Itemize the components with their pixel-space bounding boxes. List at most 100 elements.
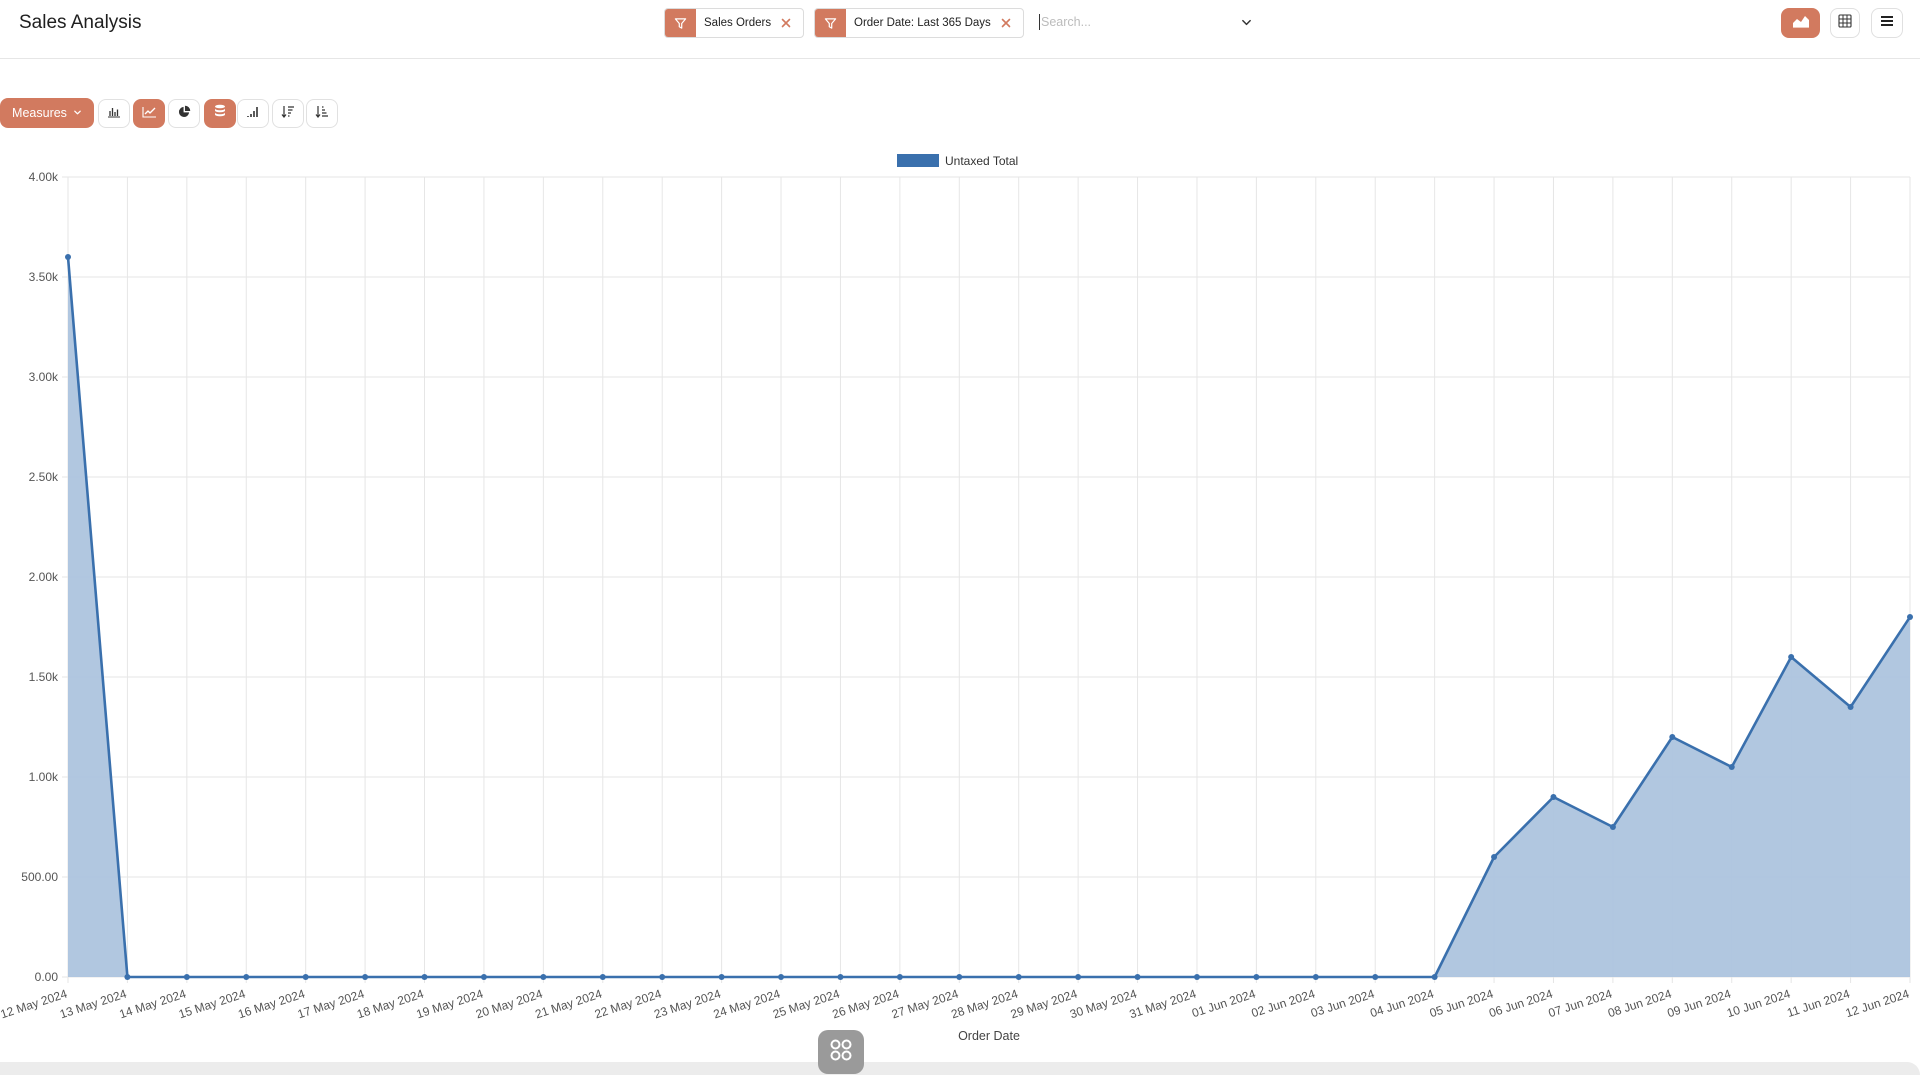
cumulative-button[interactable]: [237, 99, 269, 128]
close-icon[interactable]: [779, 16, 793, 30]
list-view-button[interactable]: [1871, 8, 1903, 38]
data-point: [778, 974, 785, 980]
graph-area: 0.00 500.00 1.00k 1.50k 2.00k 2.50k 3.00k 3.50k…: [0, 140, 1920, 1045]
y-tick-label: 3.00k: [29, 370, 59, 384]
x-tick-label: 16 May 2024: [236, 986, 307, 1021]
y-tick-label: 1.50k: [29, 670, 59, 684]
data-point: [124, 974, 131, 980]
x-tick-label: 28 May 2024: [949, 986, 1020, 1021]
data-point: [659, 974, 666, 980]
data-point: [896, 974, 903, 980]
sort-descending-icon: [281, 105, 295, 123]
data-point: [540, 974, 547, 980]
facet-label: Order Date: Last 365 Days: [854, 17, 991, 29]
legend-swatch: [897, 154, 939, 167]
area-chart-icon: [1792, 14, 1810, 33]
data-point: [1253, 974, 1260, 980]
x-tick-label: 26 May 2024: [830, 986, 901, 1021]
x-tick-label: 12 Jun 2024: [1844, 986, 1911, 1020]
pie-chart-button[interactable]: [168, 99, 200, 128]
data-point: [65, 254, 71, 260]
legend-label: Untaxed Total: [945, 154, 1018, 168]
x-tick-label: 24 May 2024: [712, 986, 783, 1021]
ascending-button[interactable]: [306, 99, 338, 128]
database-icon: [214, 104, 226, 123]
data-point: [1431, 974, 1438, 980]
x-tick-label: 03 Jun 2024: [1309, 986, 1376, 1020]
data-point: [362, 974, 369, 980]
facet-sales-orders[interactable]: Sales Orders: [664, 8, 805, 38]
bar-chart-button[interactable]: [98, 99, 130, 128]
graph-view-button[interactable]: [1781, 8, 1820, 38]
filter-icon: [665, 9, 696, 37]
y-tick-label: 4.00k: [29, 170, 59, 184]
x-tick-label: 23 May 2024: [652, 986, 723, 1021]
data-point: [1907, 614, 1913, 620]
x-tick-label: 15 May 2024: [177, 986, 248, 1021]
x-tick-label: 22 May 2024: [593, 986, 664, 1021]
data-point: [1728, 764, 1735, 770]
data-point: [1015, 974, 1022, 980]
area-chart: 0.00 500.00 1.00k 1.50k 2.00k 2.50k 3.00k 3.50k…: [0, 154, 1913, 1043]
data-point: [599, 974, 606, 980]
data-point: [1075, 974, 1082, 980]
x-tick-label: 05 Jun 2024: [1428, 986, 1495, 1020]
data-point: [1312, 974, 1319, 980]
x-tick-label: 11 Jun 2024: [1785, 986, 1852, 1020]
bar-chart-icon: [107, 105, 121, 123]
signal-bars-icon: [246, 105, 260, 123]
x-tick-label: 31 May 2024: [1128, 986, 1199, 1021]
y-tick-label: 1.00k: [29, 770, 59, 784]
list-icon: [1880, 14, 1894, 32]
pivot-view-button[interactable]: [1830, 8, 1860, 38]
measures-label: Measures: [12, 106, 67, 120]
data-point: [243, 974, 250, 980]
close-icon[interactable]: [999, 16, 1013, 30]
data-point: [1134, 974, 1141, 980]
x-tick-label: 14 May 2024: [117, 986, 188, 1021]
x-tick-label: 07 Jun 2024: [1547, 986, 1614, 1020]
facet-label: Sales Orders: [704, 17, 772, 29]
series-area: [68, 257, 1910, 977]
stacked-button[interactable]: [204, 99, 236, 128]
sort-ascending-icon: [315, 105, 329, 123]
x-tick-label: 20 May 2024: [474, 986, 545, 1021]
x-tick-label: 13 May 2024: [58, 986, 129, 1021]
chevron-down-icon[interactable]: [1236, 12, 1256, 32]
app-launcher-button[interactable]: [818, 1030, 864, 1074]
x-tick-label: 19 May 2024: [415, 986, 486, 1021]
x-tick-label: 18 May 2024: [355, 986, 426, 1021]
y-tick-label: 500.00: [21, 870, 58, 884]
filter-icon: [815, 9, 846, 37]
line-chart-button[interactable]: [133, 99, 165, 128]
data-point: [183, 974, 190, 980]
x-axis-label: Order Date: [958, 1029, 1020, 1040]
table-icon: [1838, 13, 1852, 33]
measures-button[interactable]: Measures: [0, 98, 94, 128]
x-tick-label: 17 May 2024: [296, 986, 367, 1021]
data-point: [480, 974, 487, 980]
y-tick-label: 3.50k: [29, 270, 59, 284]
x-tick-label: 08 Jun 2024: [1606, 986, 1673, 1020]
control-panel: Sales Analysis Sales Orders Order Date: …: [0, 0, 1920, 59]
x-tick-label: 29 May 2024: [1009, 986, 1080, 1021]
x-tick-label: 02 Jun 2024: [1250, 986, 1317, 1020]
data-point: [1609, 824, 1616, 830]
x-tick-label: 30 May 2024: [1068, 986, 1139, 1021]
descending-button[interactable]: [272, 99, 304, 128]
data-point: [1372, 974, 1379, 980]
data-point: [1550, 794, 1557, 800]
data-point: [1491, 854, 1498, 860]
data-point: [837, 974, 844, 980]
y-tick-label: 2.50k: [29, 470, 59, 484]
bottom-panel: [0, 1062, 1920, 1075]
y-tick-label: 0.00: [35, 970, 59, 984]
apps-icon: [829, 1038, 853, 1067]
data-point: [302, 974, 309, 980]
search-input[interactable]: [1039, 10, 1239, 34]
x-tick-label: 01 Jun 2024: [1190, 986, 1257, 1020]
x-tick-label: 10 Jun 2024: [1725, 986, 1792, 1020]
facet-order-date[interactable]: Order Date: Last 365 Days: [814, 8, 1024, 38]
page-title: Sales Analysis: [19, 12, 142, 33]
x-tick-label: 27 May 2024: [890, 986, 961, 1021]
